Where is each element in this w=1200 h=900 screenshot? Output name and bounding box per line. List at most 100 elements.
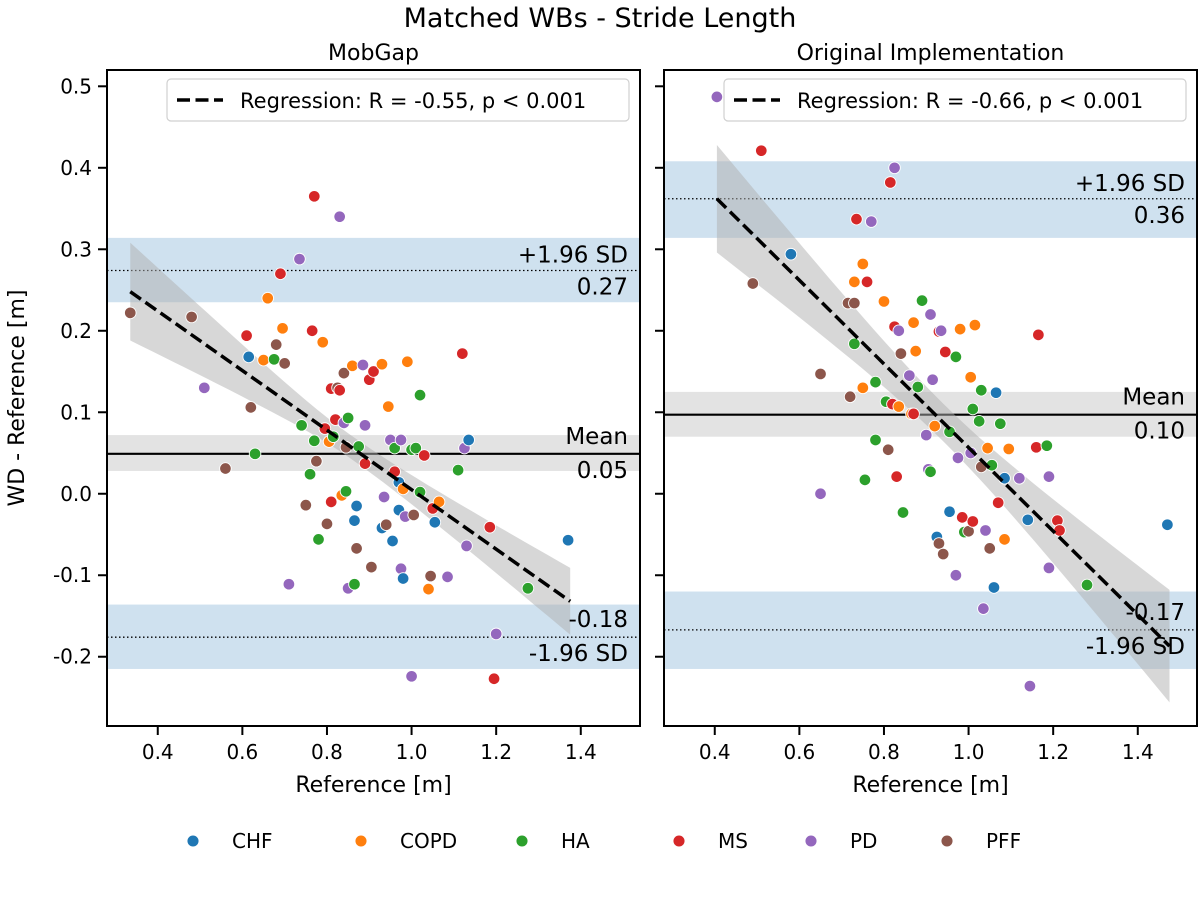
data-point-chf xyxy=(396,572,410,585)
lower-loa-value: -0.18 xyxy=(568,607,628,633)
data-point-pd xyxy=(892,324,906,338)
data-point-copd xyxy=(1002,442,1016,456)
data-point-pd xyxy=(888,161,901,175)
data-point-pff xyxy=(124,306,137,320)
data-point-chf xyxy=(462,433,475,447)
lower-loa-value: -0.17 xyxy=(1125,600,1185,626)
regression-line xyxy=(715,197,1171,648)
subplot-title: MobGap xyxy=(328,41,419,66)
panel-mobgap: +1.96 SD 0.27 Mean 0.05 -0.18 -1.96 SD 0.4 0.6 0… xyxy=(5,41,641,798)
data-point-chf xyxy=(242,350,255,364)
upper-loa-value: 0.36 xyxy=(1134,203,1185,229)
data-point-copd xyxy=(856,257,870,271)
data-point-copd xyxy=(968,318,982,332)
data-point-pff xyxy=(936,547,950,561)
data-point-ha xyxy=(911,380,925,394)
y-tick-label: 0.3 xyxy=(60,237,92,261)
data-point-ha xyxy=(924,465,937,478)
data-point-ms xyxy=(884,176,897,189)
legend-marker-copd xyxy=(354,834,368,848)
data-point-chf xyxy=(350,499,363,513)
data-point-chf xyxy=(989,386,1003,399)
regression-legend-text: Regression: R = -0.55, p < 0.001 xyxy=(240,89,586,113)
data-point-pff xyxy=(244,401,258,414)
data-point-pff xyxy=(299,498,313,512)
data-point-pff xyxy=(881,443,895,456)
x-tick-label: 0.6 xyxy=(783,740,815,764)
x-tick-label: 1.0 xyxy=(396,740,428,764)
data-point-chf xyxy=(561,533,575,547)
data-point-copd xyxy=(346,359,359,373)
legend-item-ms: MS xyxy=(672,829,748,853)
data-point-chf xyxy=(1161,518,1174,531)
data-point-ha xyxy=(308,434,321,448)
data-point-chf xyxy=(386,534,399,548)
data-point-copd xyxy=(375,357,389,371)
legend-label-copd: COPD xyxy=(400,829,457,853)
x-tick-label: 0.6 xyxy=(226,740,258,764)
data-point-ms xyxy=(333,384,346,397)
data-point-pd xyxy=(949,568,963,582)
plot-area xyxy=(664,90,1197,703)
upper-loa-value: 0.27 xyxy=(577,274,628,300)
data-point-pd xyxy=(282,577,296,591)
data-point-ha xyxy=(915,294,929,307)
data-point-ms xyxy=(487,672,501,685)
data-point-ha xyxy=(1080,578,1094,592)
data-point-ha xyxy=(388,441,401,455)
legend-item-ha: HA xyxy=(515,829,590,853)
data-point-chf xyxy=(943,505,956,518)
x-tick-label: 1.2 xyxy=(1037,740,1069,764)
y-tick-label: 0.5 xyxy=(60,74,92,98)
data-point-pd xyxy=(489,627,503,641)
x-axis-label: Reference [m] xyxy=(852,773,1008,798)
legend-label-ha: HA xyxy=(561,829,590,853)
plot-area xyxy=(107,190,640,685)
data-point-pd xyxy=(1042,470,1056,483)
data-point-copd xyxy=(316,335,329,349)
data-point-ha xyxy=(966,402,980,416)
data-point-pd xyxy=(394,433,408,447)
data-point-chf xyxy=(428,516,442,529)
figure-legend: CHF COPD HA MS PD PFF xyxy=(186,829,1021,853)
data-point-pff xyxy=(843,390,857,404)
data-point-ha xyxy=(339,485,353,498)
panel-original-implementation: +1.96 SD 0.36 Mean 0.10 -0.17 -1.96 SD 0.4 0.6 0… xyxy=(655,41,1198,798)
data-point-chf xyxy=(987,581,1001,594)
legend-marker-ms xyxy=(672,834,686,848)
data-point-pff xyxy=(278,357,291,370)
data-point-copd xyxy=(928,419,941,433)
data-point-copd xyxy=(877,295,891,308)
x-tick-label: 1.4 xyxy=(1122,740,1154,764)
data-point-pd xyxy=(1013,472,1026,485)
legend-marker-pff xyxy=(940,834,954,848)
data-point-ha xyxy=(858,473,872,487)
x-axis-label: Reference [m] xyxy=(295,773,451,798)
regression-line xyxy=(129,290,572,603)
data-point-ms xyxy=(1053,524,1066,537)
legend-label-chf: CHF xyxy=(232,829,273,853)
data-point-pff xyxy=(894,347,908,360)
data-point-ha xyxy=(303,467,317,481)
data-point-ha xyxy=(409,441,423,455)
mean-value: 0.05 xyxy=(577,458,628,484)
y-tick-label: 0.0 xyxy=(60,482,92,506)
data-point-pd xyxy=(358,419,372,432)
data-point-pd xyxy=(377,490,391,504)
data-point-pd xyxy=(710,90,724,104)
data-point-pd xyxy=(951,451,965,465)
legend-marker-ha xyxy=(515,834,529,848)
legend-marker-chf xyxy=(186,834,200,848)
data-point-pd xyxy=(405,670,418,683)
data-point-ha xyxy=(896,506,910,519)
data-point-ha xyxy=(972,414,986,428)
data-point-pd xyxy=(356,358,370,372)
regression-legend-box xyxy=(723,78,1187,122)
data-point-chf xyxy=(784,247,798,261)
data-point-pd xyxy=(460,539,473,553)
data-point-copd xyxy=(964,370,977,384)
data-point-pff xyxy=(848,296,861,310)
data-point-ms xyxy=(890,470,903,483)
data-point-ms xyxy=(991,496,1005,509)
data-point-ha xyxy=(975,384,988,397)
